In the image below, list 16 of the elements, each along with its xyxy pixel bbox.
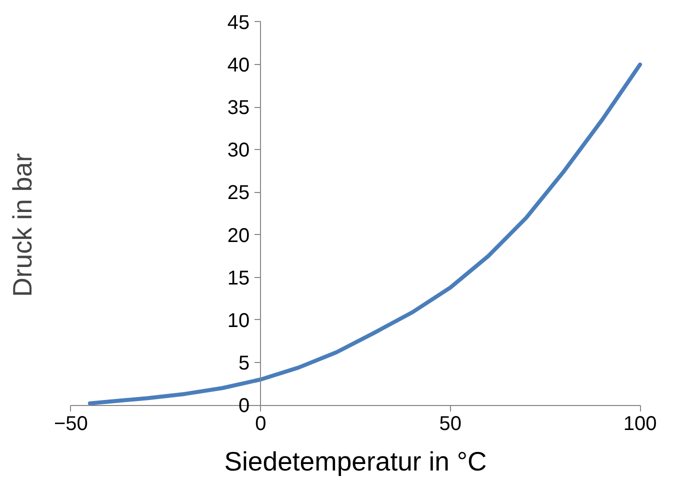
y-tick-label: 25	[227, 182, 250, 204]
y-tick-label: 15	[227, 267, 250, 290]
y-tick-label: 40	[227, 54, 250, 77]
y-tick-label: 20	[227, 224, 250, 247]
y-tick-label: 45	[227, 12, 250, 34]
y-tick-label: 35	[227, 97, 250, 120]
y-tick-label: 0	[238, 395, 250, 418]
x-axis-title: Siedetemperatur in °C	[224, 446, 487, 476]
x-tick-label: 50	[439, 413, 462, 436]
x-tick-label: −50	[54, 413, 88, 436]
x-tick-label: 0	[255, 413, 266, 436]
x-tick-label: 100	[623, 413, 657, 436]
y-tick-label: 10	[227, 310, 250, 332]
y-tick-label: 30	[227, 140, 250, 162]
y-tick-label: 5	[238, 352, 250, 374]
y-axis-title: Druck in bar	[8, 153, 38, 297]
